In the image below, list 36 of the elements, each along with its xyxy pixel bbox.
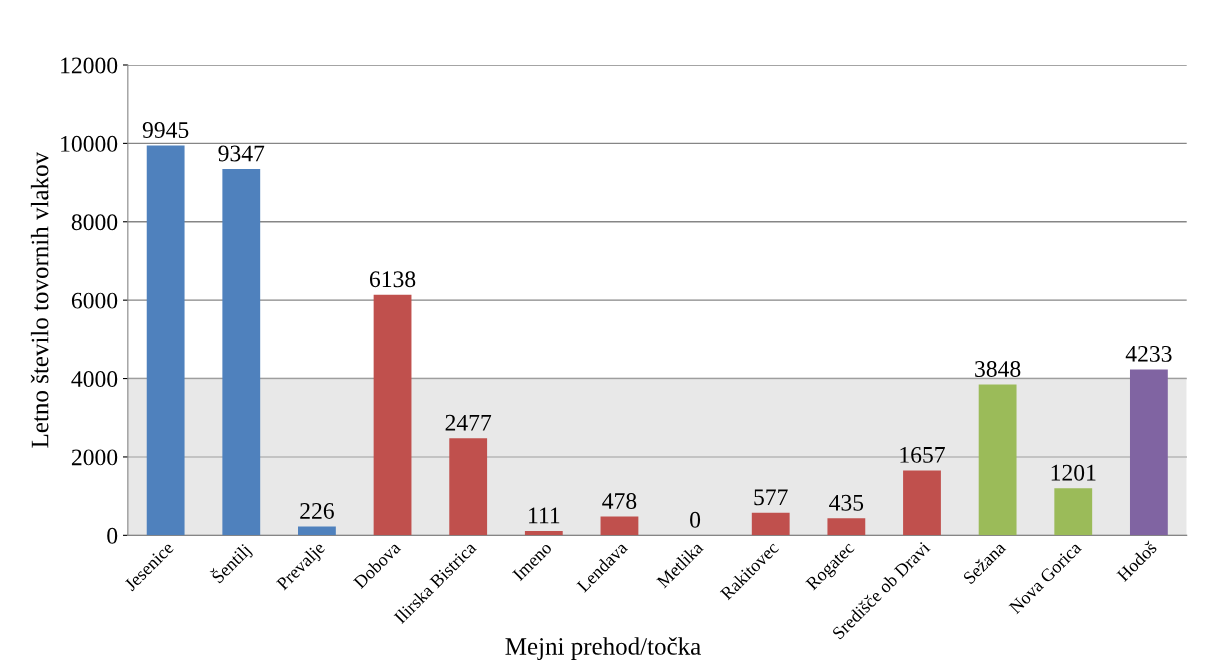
y-tick-label: 8000	[71, 214, 118, 231]
y-tick-label: 12000	[61, 57, 118, 74]
bar	[903, 470, 941, 536]
y-axis-title: Letno število tovornih vlakov	[30, 151, 49, 448]
bar	[298, 526, 336, 536]
y-tick-label: 2000	[71, 449, 118, 466]
bar	[1129, 369, 1168, 536]
y-tick-label: 10000	[61, 135, 118, 152]
bar	[524, 530, 563, 536]
data-label: 0	[690, 511, 701, 528]
y-tick-label: 4000	[71, 371, 118, 387]
data-label: 3848	[975, 361, 1021, 377]
data-label: 4233	[1125, 345, 1172, 362]
x-axis-title: Mejni prehod/točka	[505, 637, 701, 660]
bar	[449, 438, 488, 536]
data-label: 1201	[1051, 464, 1096, 481]
bar	[373, 294, 412, 536]
data-label: 1657	[900, 446, 945, 463]
data-label: 2477	[445, 414, 492, 431]
bar	[222, 168, 261, 536]
bar	[146, 145, 185, 536]
data-label: 6138	[369, 271, 416, 288]
bar	[827, 518, 866, 536]
data-label: 111	[529, 507, 560, 524]
bar	[600, 516, 639, 536]
bar	[1054, 488, 1093, 536]
data-label: 577	[754, 489, 788, 506]
data-label: 9347	[218, 145, 265, 162]
data-label: 9945	[142, 122, 189, 138]
bar	[751, 512, 790, 536]
data-label: 478	[602, 493, 637, 510]
data-label: 226	[300, 503, 334, 519]
y-tick-label: 0	[107, 527, 118, 544]
data-label: 435	[829, 494, 864, 511]
bar	[978, 384, 1017, 536]
y-tick-label: 6000	[71, 292, 118, 309]
